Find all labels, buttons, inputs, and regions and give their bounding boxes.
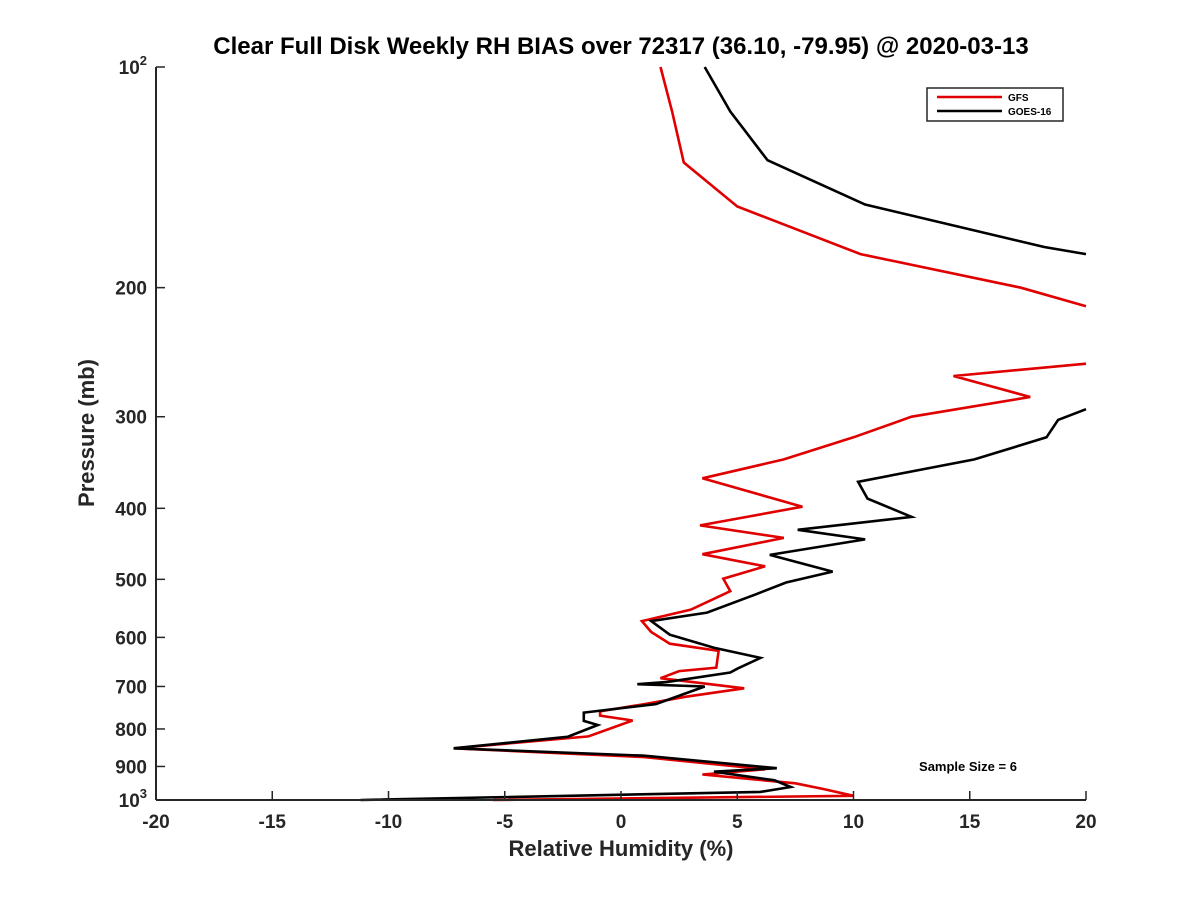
x-tick-label: -10 (375, 812, 402, 833)
y-tick-label: 400 (115, 499, 147, 520)
y-tick-label: 200 (115, 279, 147, 300)
y-tick-label: 500 (115, 570, 147, 591)
y-tick-label-base: 700 (115, 677, 147, 698)
y-tick-label: 300 (115, 408, 147, 429)
x-tick-label: 0 (616, 812, 627, 833)
y-tick-label-base: 300 (115, 408, 147, 429)
legend-label-goes16: GOES-16 (1008, 107, 1052, 118)
legend: GFS GOES-16 (926, 87, 1064, 122)
plot-area (156, 67, 1086, 800)
series-line-gfs (453, 362, 1087, 802)
x-tick-label: -5 (496, 812, 513, 833)
y-tick-label-base: 500 (115, 570, 147, 591)
series-line-gfs (659, 66, 1087, 308)
x-tick-label: 5 (732, 812, 743, 833)
y-tick-label-exponent: 2 (140, 53, 147, 68)
y-tick-label-base: 800 (115, 720, 147, 741)
series-layer (360, 66, 1087, 802)
legend-box (926, 87, 1064, 122)
x-axis-ticks: -20 -15 -10 -5 0 5 10 15 20 (142, 791, 1097, 833)
y-tick-label-exponent: 3 (140, 786, 147, 801)
y-tick-label-base: 10 (119, 791, 140, 812)
y-tick-label: 103 (119, 786, 147, 812)
y-tick-label: 800 (115, 720, 147, 741)
series-line-goes16 (703, 66, 1087, 256)
x-tick-label: -20 (142, 812, 169, 833)
chart-title: Clear Full Disk Weekly RH BIAS over 7231… (213, 33, 1028, 60)
y-tick-label-base: 600 (115, 628, 147, 649)
y-tick-label-base: 10 (119, 58, 140, 79)
legend-label-gfs: GFS (1008, 93, 1029, 104)
x-tick-label: 20 (1075, 812, 1096, 833)
y-tick-label: 700 (115, 677, 147, 698)
x-tick-label: 10 (843, 812, 864, 833)
x-tick-label: 15 (959, 812, 981, 833)
x-axis-label: Relative Humidity (%) (509, 836, 734, 861)
series-line-goes16 (360, 407, 1087, 802)
y-tick-label: 600 (115, 628, 147, 649)
x-tick-label: -15 (259, 812, 287, 833)
sample-size-annotation: Sample Size = 6 (919, 759, 1017, 774)
y-tick-label-base: 200 (115, 279, 147, 300)
y-tick-label-base: 900 (115, 757, 147, 778)
y-axis-label: Pressure (mb) (74, 359, 99, 507)
y-tick-label: 900 (115, 757, 147, 778)
y-tick-label-base: 400 (115, 499, 147, 520)
y-tick-label: 102 (119, 53, 147, 79)
